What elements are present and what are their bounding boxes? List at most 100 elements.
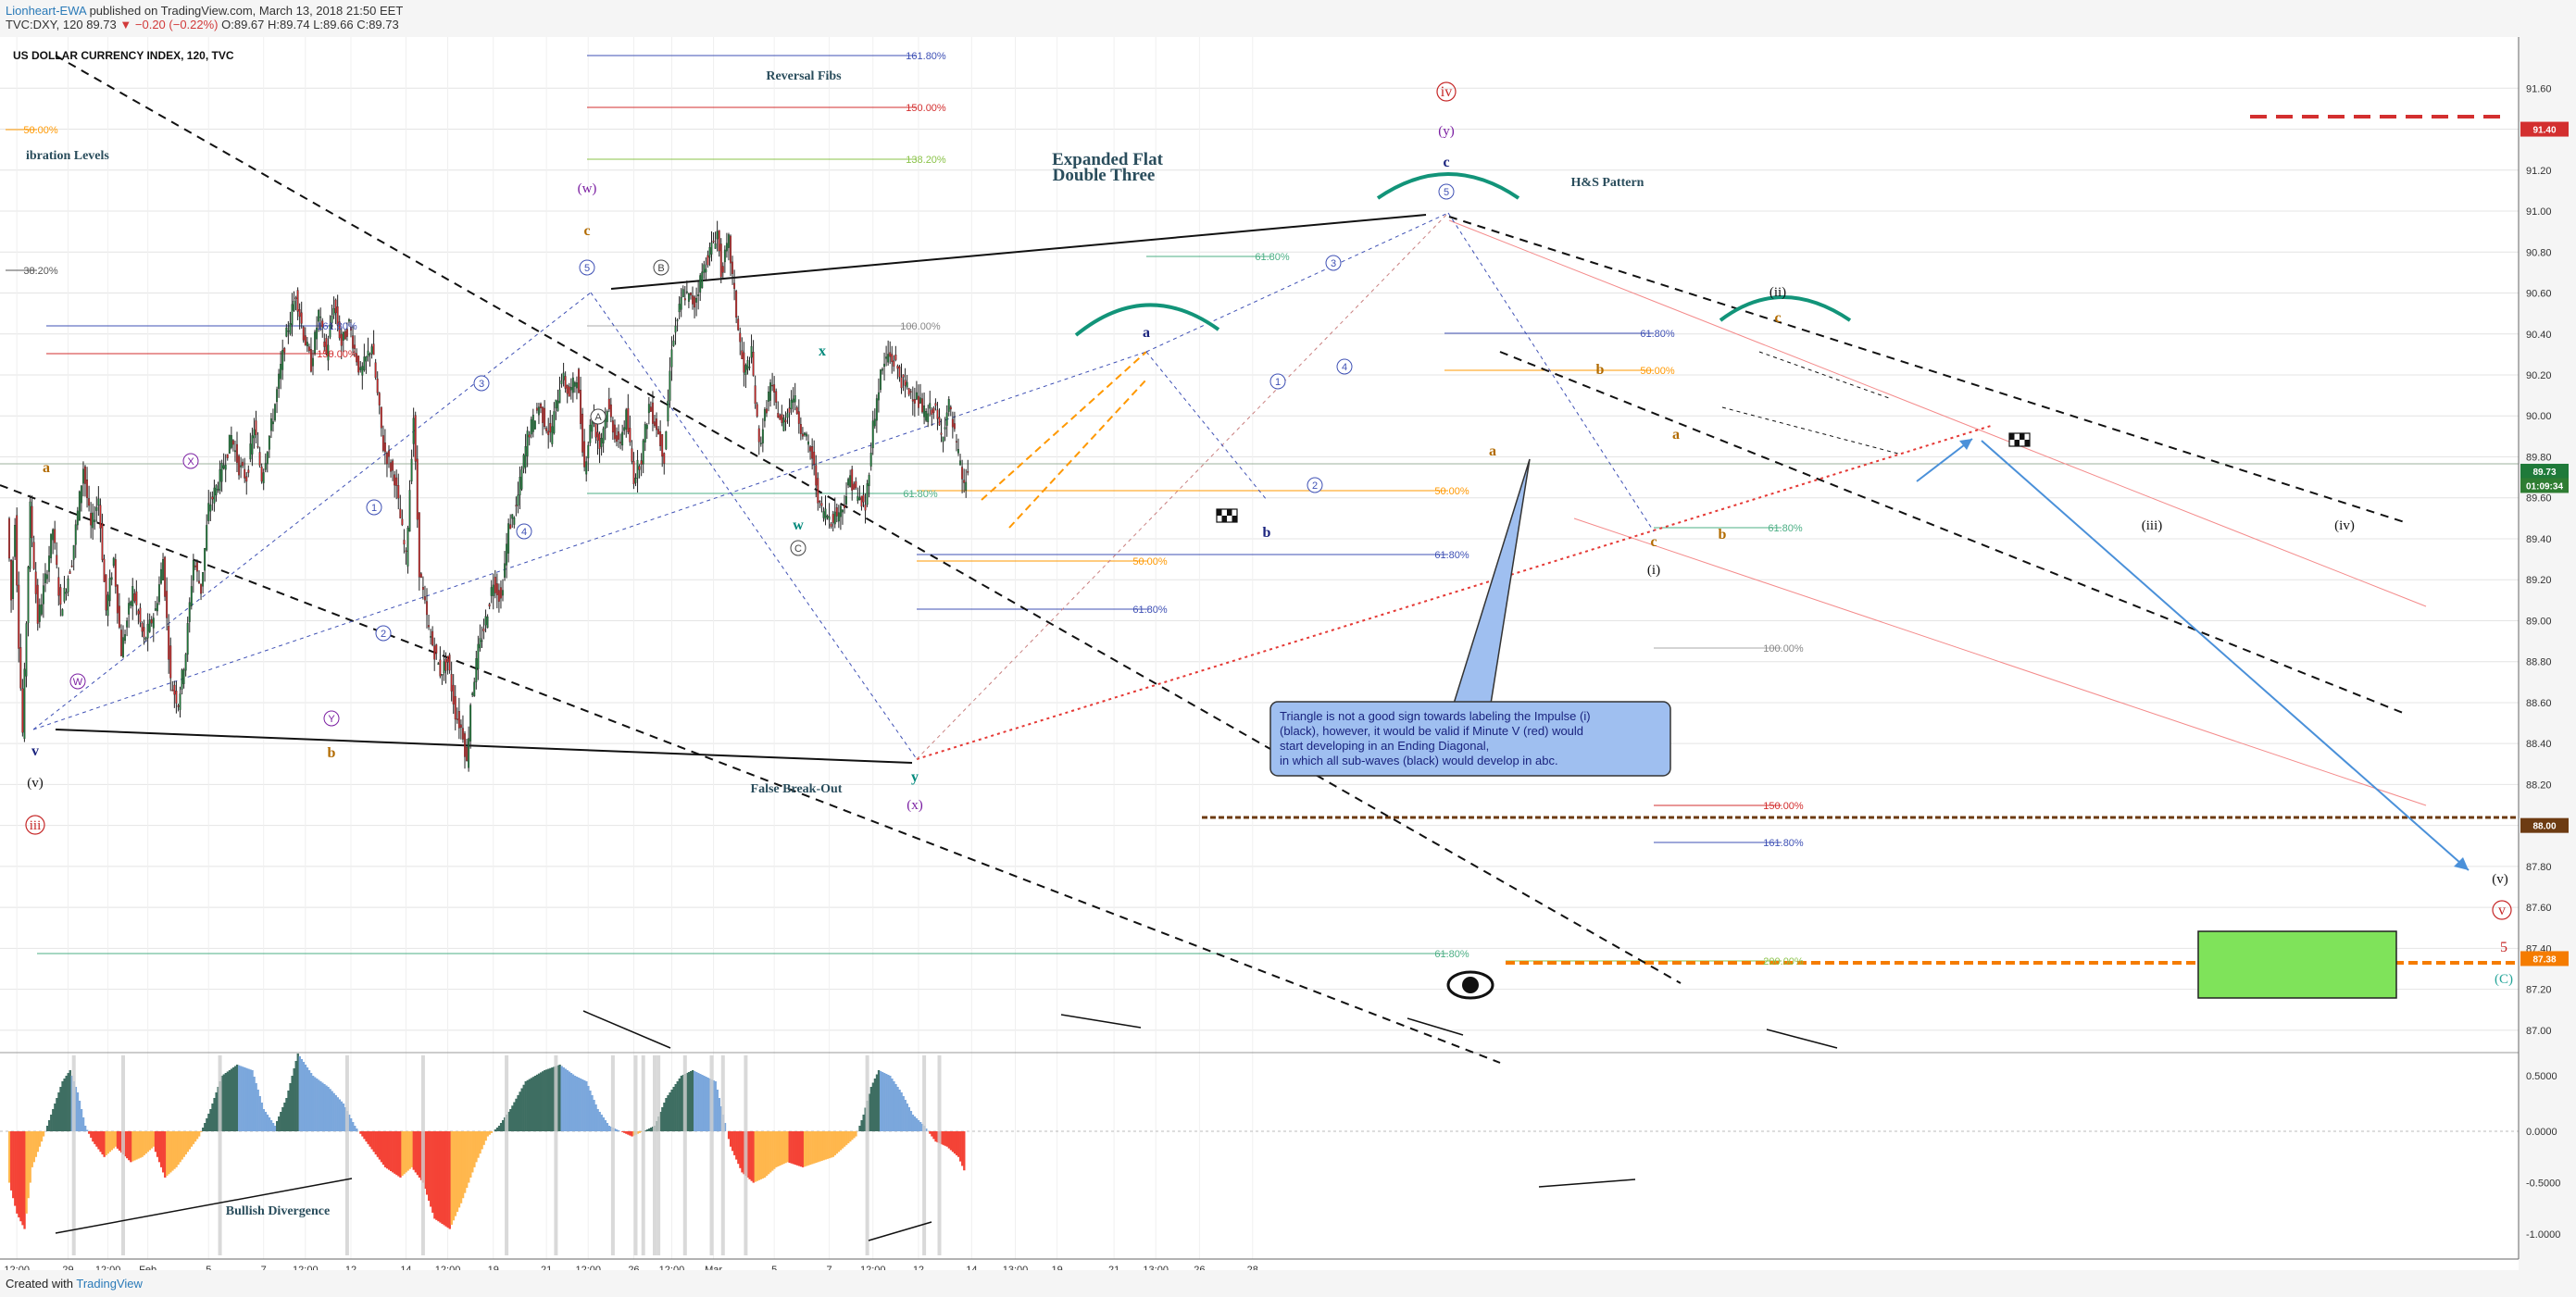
oscillator-bar bbox=[463, 1131, 467, 1193]
oscillator-bar bbox=[913, 1116, 917, 1131]
candle bbox=[249, 432, 252, 463]
candle bbox=[67, 575, 69, 597]
oscillator-bar bbox=[34, 1131, 38, 1157]
price-tick-label: 89.60 bbox=[2526, 493, 2552, 505]
oscillator-bar bbox=[799, 1131, 803, 1167]
oscillator-bar bbox=[233, 1066, 237, 1131]
candle bbox=[556, 389, 559, 412]
candle-body bbox=[656, 418, 658, 430]
candle bbox=[875, 394, 878, 433]
candle-body bbox=[611, 420, 614, 433]
oscillator-bar bbox=[748, 1131, 751, 1179]
oscillator-bar bbox=[729, 1131, 732, 1147]
candle bbox=[562, 362, 565, 387]
tradingview-link[interactable]: TradingView bbox=[76, 1277, 143, 1291]
candle bbox=[381, 425, 384, 453]
candle bbox=[929, 391, 932, 417]
candle-body bbox=[226, 454, 229, 458]
candle bbox=[160, 562, 162, 585]
candle bbox=[781, 405, 783, 427]
candle-body bbox=[896, 365, 899, 369]
oscillator-bar bbox=[296, 1054, 299, 1131]
oscillator-bar bbox=[524, 1081, 527, 1131]
oscillator-bar bbox=[61, 1081, 64, 1131]
candle-body bbox=[663, 453, 666, 464]
candle bbox=[768, 386, 769, 412]
candle bbox=[792, 387, 794, 413]
candle bbox=[524, 433, 527, 474]
candle bbox=[750, 334, 753, 364]
oscillator-bar bbox=[515, 1098, 518, 1131]
candle bbox=[900, 363, 903, 394]
oscillator-bar bbox=[881, 1072, 884, 1131]
oscillator-bar bbox=[589, 1091, 592, 1131]
oscillator-bar bbox=[661, 1107, 664, 1131]
candle bbox=[566, 384, 569, 404]
candle-body bbox=[50, 533, 53, 558]
candle bbox=[647, 396, 650, 425]
candle bbox=[904, 368, 907, 398]
candle bbox=[506, 532, 508, 579]
oscillator-bar bbox=[289, 1083, 292, 1131]
candle bbox=[211, 491, 214, 511]
candle bbox=[173, 680, 176, 708]
candle bbox=[143, 619, 145, 645]
candle-body bbox=[217, 489, 219, 491]
candle bbox=[383, 429, 386, 465]
candle bbox=[656, 412, 658, 438]
candle bbox=[868, 472, 870, 498]
candle bbox=[509, 514, 512, 530]
session-marker bbox=[937, 1055, 942, 1255]
oscillator-bar bbox=[95, 1131, 98, 1147]
red-dash-1 bbox=[916, 212, 1449, 760]
candle-body bbox=[242, 461, 244, 467]
oscillator-bar bbox=[106, 1131, 109, 1154]
price-badge bbox=[2520, 817, 2569, 833]
oscillator-bar bbox=[581, 1079, 584, 1131]
candle bbox=[48, 545, 51, 582]
candle-body bbox=[481, 640, 483, 642]
annotation-text: Reversal Fibs bbox=[766, 69, 842, 83]
candle-body bbox=[815, 465, 818, 486]
candle-body bbox=[444, 658, 447, 671]
oscillator-bar bbox=[80, 1109, 83, 1131]
candle-body bbox=[168, 626, 170, 660]
oscillator-bar bbox=[293, 1068, 295, 1131]
candle-body bbox=[545, 428, 548, 431]
candle bbox=[486, 614, 489, 629]
oscillator-bar bbox=[583, 1080, 586, 1131]
candle-body bbox=[701, 271, 704, 289]
candle bbox=[139, 603, 142, 628]
oscillator-bar bbox=[949, 1131, 953, 1151]
candle bbox=[150, 616, 153, 627]
oscillator-bar bbox=[750, 1131, 753, 1181]
candle-body bbox=[194, 565, 196, 567]
oscillator-bar bbox=[450, 1131, 453, 1225]
candle bbox=[154, 601, 156, 612]
candle bbox=[833, 497, 836, 529]
candle-body bbox=[953, 423, 956, 430]
candle-body bbox=[621, 431, 624, 446]
oscillator-bar bbox=[526, 1079, 529, 1131]
candle-body bbox=[124, 634, 127, 642]
oscillator-bar bbox=[226, 1071, 230, 1131]
candle-body bbox=[319, 316, 322, 318]
candle-body bbox=[524, 446, 527, 468]
oscillator-bar bbox=[497, 1126, 501, 1131]
oscillator-bar bbox=[623, 1131, 626, 1133]
wave-label: b bbox=[1596, 362, 1605, 378]
author-link[interactable]: Lionheart-EWA bbox=[6, 4, 86, 18]
oscillator-bar bbox=[531, 1077, 535, 1131]
candle-body bbox=[495, 583, 498, 595]
candle-body bbox=[947, 399, 950, 412]
candle bbox=[61, 608, 64, 617]
candle bbox=[16, 507, 19, 592]
wave-count-label: B bbox=[657, 263, 664, 274]
candle-body bbox=[283, 348, 286, 353]
blue-dash-6 bbox=[1145, 351, 1268, 501]
candle bbox=[289, 311, 292, 336]
candle bbox=[245, 471, 248, 495]
oscillator-bar bbox=[604, 1120, 607, 1131]
price-tick-label: 90.80 bbox=[2526, 247, 2552, 258]
